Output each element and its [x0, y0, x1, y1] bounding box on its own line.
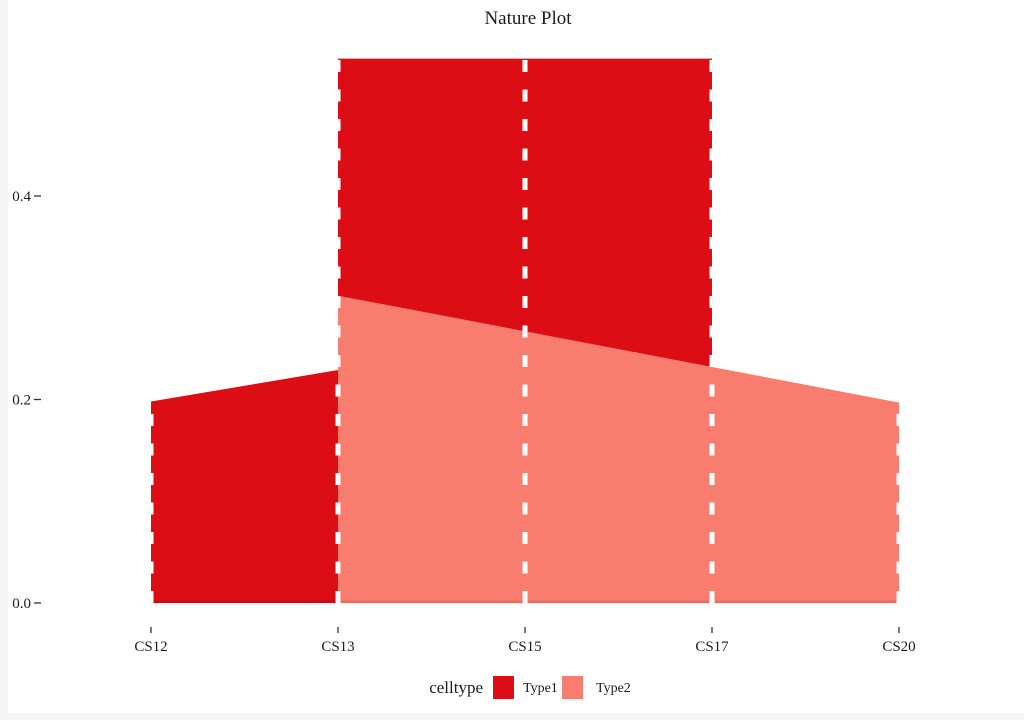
x-tick-label-cs12: CS12	[134, 639, 167, 655]
dashed-guides	[148, 58, 902, 603]
y-tick-label-0.2: 0.2	[12, 393, 31, 409]
axes: 0.0 0.2 0.4 CS12 CS13 CS15 CS17 CS20	[12, 189, 915, 655]
area-type1-cs12-cs13	[151, 369, 338, 603]
legend-title: celltype	[429, 678, 483, 697]
page-bottom-gutter	[0, 713, 1024, 720]
page-left-gutter	[0, 0, 8, 720]
legend-label-type1: Type1	[523, 681, 558, 696]
legend: celltype Type1 Type2	[429, 676, 631, 699]
x-tick-label-cs17: CS17	[695, 639, 729, 655]
x-tick-label-cs15: CS15	[508, 639, 541, 655]
y-tick-label-0.0: 0.0	[12, 596, 31, 612]
x-tick-label-cs20: CS20	[882, 639, 915, 655]
legend-label-type2: Type2	[596, 681, 631, 696]
legend-entries: Type1 Type2	[493, 676, 631, 699]
area-type2-cs13-cs20	[338, 295, 899, 603]
x-tick-label-cs13: CS13	[321, 639, 354, 655]
y-tick-label-0.4: 0.4	[12, 189, 31, 205]
chart-title: Nature Plot	[484, 8, 572, 29]
legend-swatch-type2	[562, 676, 583, 699]
legend-swatch-type1	[493, 676, 514, 699]
